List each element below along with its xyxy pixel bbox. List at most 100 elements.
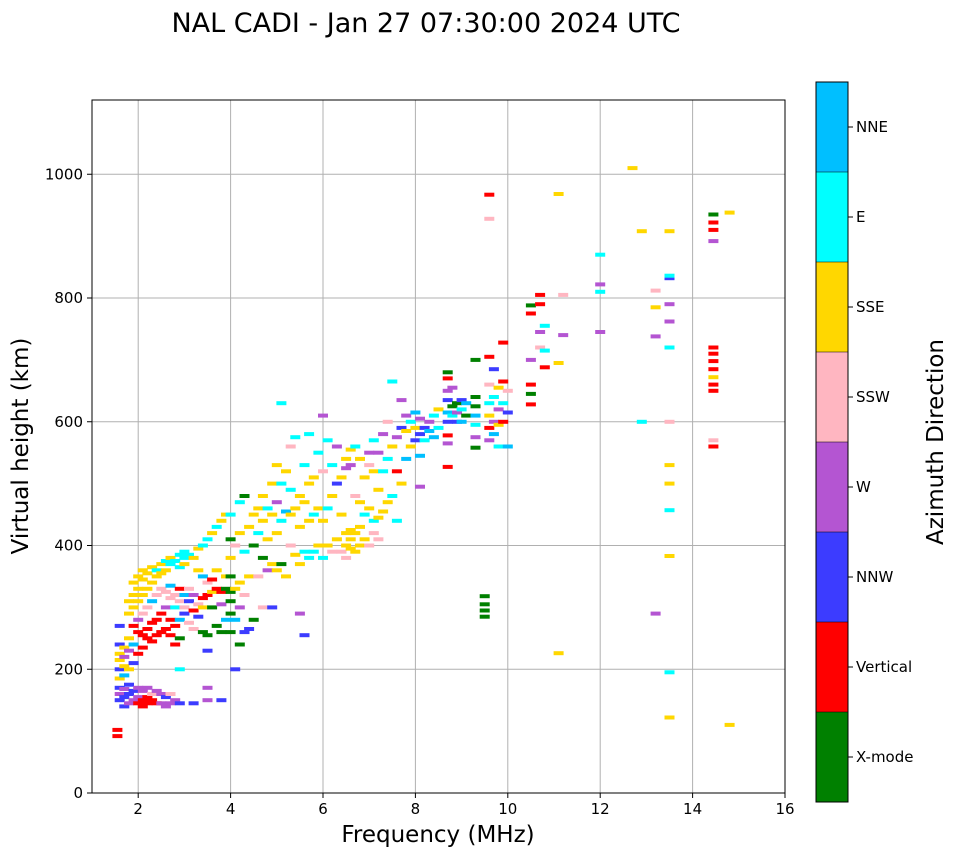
y-tick-label: 1000 (45, 165, 83, 183)
echo-point (461, 413, 472, 418)
echo-point (128, 605, 139, 610)
echo-point (202, 698, 213, 703)
echo-point (276, 562, 287, 567)
echo-point (708, 351, 719, 356)
echo-point (174, 636, 185, 641)
echo-point (345, 463, 356, 468)
echo-point (525, 382, 536, 387)
x-tick-label: 6 (318, 800, 328, 818)
echo-point (133, 574, 144, 579)
echo-point (133, 586, 144, 591)
echo-point (137, 645, 148, 650)
colorbar-segment (816, 712, 848, 802)
echo-point (271, 500, 282, 505)
echo-point (442, 433, 453, 438)
echo-point (128, 698, 139, 703)
echo-point (484, 413, 495, 418)
echo-point (114, 658, 125, 662)
echo-point (350, 494, 361, 498)
echo-point (368, 469, 379, 474)
echo-point (128, 661, 139, 666)
echo-point (415, 432, 425, 437)
echo-point (290, 435, 301, 440)
echo-point (484, 438, 495, 443)
echo-point (225, 630, 236, 635)
echo-point (539, 323, 550, 328)
echo-point (539, 348, 550, 353)
echo-point (405, 444, 416, 449)
echo-point (525, 357, 536, 362)
echo-point (202, 685, 213, 690)
echo-point (188, 627, 199, 631)
colorbar-label-nnw: NNW (856, 568, 893, 586)
echo-point (257, 518, 268, 523)
echo-point (664, 508, 675, 513)
echo-point (165, 555, 176, 560)
echo-point (294, 611, 305, 616)
echo-point (433, 407, 444, 412)
echo-point (708, 212, 719, 217)
echo-point (156, 562, 167, 567)
echo-point (133, 695, 144, 700)
echo-point (267, 512, 278, 517)
echo-point (327, 494, 338, 498)
echo-point (650, 611, 661, 616)
echo-point (184, 599, 194, 604)
echo-point (341, 555, 352, 560)
echo-point (396, 398, 407, 403)
echo-point (142, 695, 153, 700)
echo-point (484, 401, 495, 406)
echo-point (452, 401, 462, 406)
echo-point (207, 531, 218, 536)
echo-point (137, 704, 148, 709)
y-axis-label: Virtual height (km) (8, 338, 34, 555)
echo-point (502, 410, 513, 415)
echo-point (708, 382, 719, 387)
echo-point (627, 166, 638, 171)
echo-point (137, 593, 148, 597)
echo-point (133, 685, 144, 690)
echo-point (484, 382, 495, 387)
x-tick-label: 8 (411, 800, 421, 818)
echo-point (331, 481, 342, 486)
echo-point (373, 487, 384, 492)
echo-point (493, 444, 504, 449)
echo-point (133, 651, 144, 656)
echo-point (202, 580, 213, 585)
y-axis-ticks: 0 200 400 600 800 1000 (45, 165, 92, 802)
echo-point (216, 518, 227, 523)
echo-point (308, 512, 319, 517)
echo-point (174, 552, 185, 557)
echo-point (442, 398, 453, 403)
echo-point (595, 282, 606, 287)
echo-point (708, 438, 719, 443)
echo-point (114, 698, 125, 703)
echo-point (558, 333, 569, 338)
echo-point (498, 379, 509, 384)
echo-point (664, 670, 675, 675)
echo-point (318, 518, 328, 523)
x-tick-label: 10 (498, 800, 517, 818)
colorbar-label-sse: SSE (856, 298, 885, 316)
echo-point (299, 549, 310, 554)
echo-point (119, 654, 130, 659)
echo-point (271, 463, 282, 468)
echo-point (470, 445, 481, 450)
echo-point (553, 192, 564, 196)
echo-point (170, 593, 181, 597)
echo-point (239, 549, 250, 554)
echo-point (442, 370, 453, 375)
echo-point (239, 494, 250, 498)
echo-point (456, 419, 467, 424)
echo-point (650, 334, 661, 339)
echo-point (498, 419, 509, 424)
plot-frame (91, 99, 786, 794)
plot-area: 2 4 6 8 10 12 14 16 0 200 400 600 800 1000 (45, 99, 795, 818)
echo-point (151, 574, 162, 579)
echo-point (128, 688, 139, 693)
echo-point (271, 568, 282, 573)
echo-point (387, 444, 398, 449)
x-tick-label: 14 (683, 800, 702, 818)
echo-point (493, 407, 504, 412)
echo-point (313, 506, 324, 511)
